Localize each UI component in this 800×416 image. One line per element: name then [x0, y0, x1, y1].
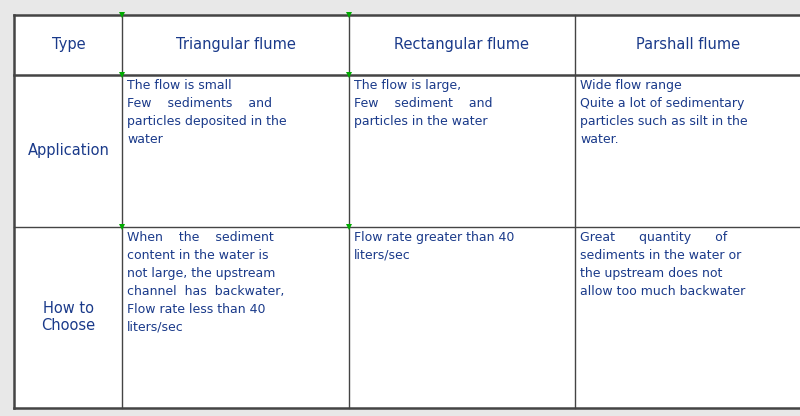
- Text: Flow rate greater than 40
liters/sec: Flow rate greater than 40 liters/sec: [354, 231, 514, 262]
- Text: When    the    sediment
content in the water is
not large, the upstream
channel : When the sediment content in the water i…: [127, 231, 285, 334]
- Text: Application: Application: [27, 143, 110, 158]
- Text: The flow is large,
Few    sediment    and
particles in the water: The flow is large, Few sediment and part…: [354, 79, 492, 128]
- Text: How to
Choose: How to Choose: [42, 301, 95, 333]
- Text: Rectangular flume: Rectangular flume: [394, 37, 530, 52]
- Text: Parshall flume: Parshall flume: [636, 37, 741, 52]
- Text: Wide flow range
Quite a lot of sedimentary
particles such as silt in the
water.: Wide flow range Quite a lot of sedimenta…: [580, 79, 748, 146]
- Text: Type: Type: [51, 37, 86, 52]
- Text: The flow is small
Few    sediments    and
particles deposited in the
water: The flow is small Few sediments and part…: [127, 79, 287, 146]
- Text: Triangular flume: Triangular flume: [176, 37, 295, 52]
- Text: Great      quantity      of
sediments in the water or
the upstream does not
allo: Great quantity of sediments in the water…: [580, 231, 746, 298]
